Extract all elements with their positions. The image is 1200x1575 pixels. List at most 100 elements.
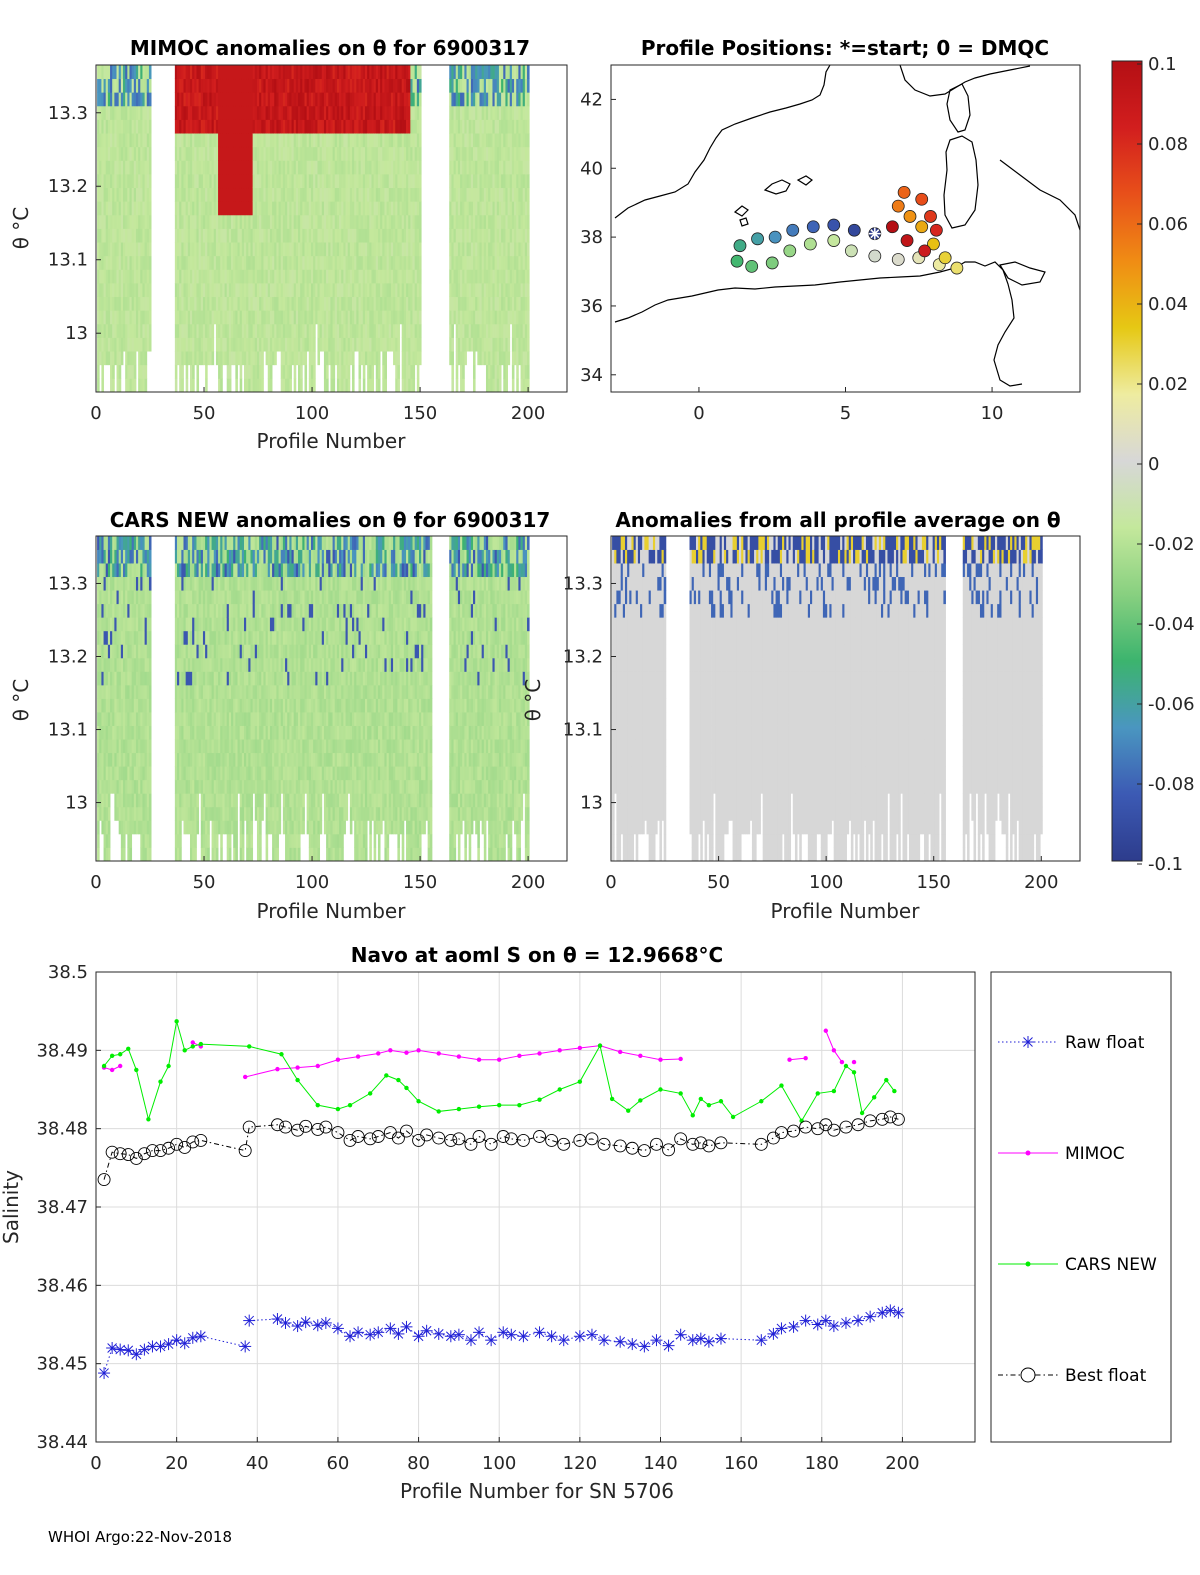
heatmap-cell	[179, 65, 182, 80]
heatmap-cell	[187, 214, 191, 229]
heatmap-cell	[386, 283, 390, 298]
heatmap-cell	[107, 590, 111, 605]
heatmap-cell	[189, 105, 193, 120]
heatmap-cell	[127, 269, 130, 284]
heatmap-cell	[399, 133, 403, 148]
heatmap-cell	[259, 269, 262, 284]
heatmap-cell	[127, 201, 130, 216]
heatmap-cell	[399, 146, 403, 161]
heatmap-cell	[256, 337, 260, 352]
heatmap-cell	[399, 78, 403, 93]
heatmap-cell	[194, 214, 197, 229]
heatmap-cell	[246, 364, 249, 379]
heatmap-cell	[282, 283, 286, 298]
heatmap-cell	[196, 378, 200, 392]
heatmap-cell	[393, 201, 396, 216]
heatmap-cell	[280, 242, 284, 257]
heatmap-cell	[498, 119, 502, 134]
heatmap-cell	[269, 378, 273, 392]
heatmap-cell	[527, 378, 530, 392]
heatmap-cell	[310, 351, 314, 366]
heatmap-cell	[144, 549, 148, 564]
heatmap-cell	[274, 283, 277, 298]
heatmap-cell	[419, 133, 422, 148]
heatmap-cell	[503, 255, 506, 270]
heatmap-cell	[235, 214, 238, 229]
heatmap-cell	[200, 92, 204, 107]
heatmap-cell	[406, 201, 409, 216]
heatmap-cell	[222, 105, 225, 120]
heatmap-cell	[263, 133, 267, 148]
heatmap-cell	[207, 323, 210, 338]
heatmap-cell	[228, 378, 232, 392]
heatmap-cell	[248, 228, 251, 243]
heatmap-cell	[395, 310, 398, 325]
heatmap-cell	[112, 92, 115, 107]
heatmap-cell	[179, 146, 182, 161]
heatmap-cell	[179, 105, 182, 120]
heatmap-cell	[228, 92, 232, 107]
heatmap-cell	[326, 201, 329, 216]
heatmap-cell	[142, 739, 146, 754]
heatmap-cell	[110, 160, 113, 175]
heatmap-cell	[187, 255, 191, 270]
heatmap-cell	[228, 351, 232, 366]
heatmap-cell	[107, 698, 111, 713]
heatmap-cell	[183, 174, 187, 189]
heatmap-cell	[341, 174, 344, 189]
heatmap-cell	[215, 92, 219, 107]
heatmap-cell	[233, 269, 236, 284]
heatmap-cell	[179, 242, 182, 257]
heatmap-cell	[321, 146, 325, 161]
heatmap-cell	[252, 201, 256, 216]
heatmap-cell	[345, 92, 349, 107]
heatmap-cell	[220, 187, 223, 202]
heatmap-cell	[177, 644, 180, 659]
heatmap-cell	[131, 133, 135, 148]
heatmap-cell	[295, 133, 299, 148]
heatmap-cell	[177, 833, 180, 848]
heatmap-cell	[140, 255, 143, 270]
heatmap-cell	[393, 65, 396, 80]
heatmap-cell	[507, 296, 511, 311]
heatmap-cell	[399, 214, 403, 229]
heatmap-cell	[177, 133, 180, 148]
heatmap-cell	[138, 590, 141, 605]
heatmap-cell	[328, 65, 331, 80]
heatmap-cell	[107, 160, 111, 175]
heatmap-cell	[406, 92, 409, 107]
heatmap-cell	[395, 337, 398, 352]
heatmap-cell	[120, 283, 124, 298]
heatmap-cell	[127, 563, 130, 578]
heatmap-cell	[302, 337, 305, 352]
heatmap-cell	[97, 255, 100, 270]
heatmap-cell	[123, 296, 126, 311]
heatmap-cell	[412, 337, 416, 352]
heatmap-cell	[408, 214, 411, 229]
heatmap-cell	[410, 133, 413, 148]
heatmap-cell	[189, 671, 193, 686]
heatmap-cell	[477, 65, 480, 80]
heatmap-cell	[174, 351, 178, 366]
heatmap-cell	[386, 146, 390, 161]
heatmap-cell	[231, 133, 234, 148]
heatmap-cell	[304, 174, 308, 189]
heatmap-cell	[285, 378, 288, 392]
heatmap-cell	[179, 657, 182, 672]
heatmap-cell	[183, 536, 187, 550]
heatmap-cell	[189, 820, 193, 835]
heatmap-cell	[274, 146, 277, 161]
heatmap-cell	[123, 255, 126, 270]
heatmap-cell	[192, 671, 195, 686]
heatmap-cell	[455, 78, 459, 93]
heatmap-cell	[265, 119, 269, 134]
heatmap-cell	[144, 698, 148, 713]
heatmap-cell	[233, 201, 236, 216]
heatmap-cell	[494, 92, 498, 107]
heatmap-cell	[485, 242, 489, 257]
heatmap-cell	[328, 174, 331, 189]
heatmap-cell	[198, 242, 202, 257]
heatmap-cell	[481, 133, 485, 148]
heatmap-cell	[287, 228, 290, 243]
